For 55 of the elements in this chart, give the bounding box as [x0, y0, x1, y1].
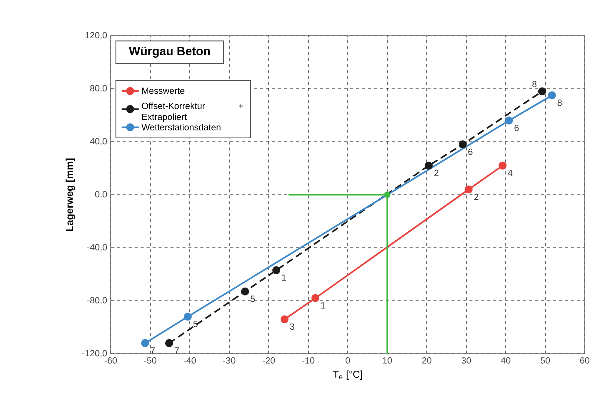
point — [538, 88, 546, 96]
x-tick-label: 0 — [346, 358, 350, 364]
annotation: 1 — [321, 302, 326, 309]
x-tick-label: 60 — [580, 358, 590, 364]
annotation: 7 — [151, 348, 156, 354]
point — [272, 266, 280, 275]
x-tick-label: -40 — [184, 358, 196, 364]
point — [548, 92, 556, 100]
x-tick-label: -60 — [104, 358, 118, 364]
annotation: 4 — [508, 170, 513, 176]
x-tick-label: 10 — [383, 358, 392, 364]
legend-label: Messwerte — [142, 88, 185, 94]
point — [424, 162, 433, 170]
y-tick-label: -40,0 — [87, 244, 108, 252]
annotation: 6 — [514, 124, 519, 132]
point — [498, 162, 507, 170]
annotation: 8 — [532, 81, 537, 88]
x-tick-label: 20 — [422, 358, 432, 364]
x-tick-label: 50 — [540, 358, 550, 364]
point — [464, 186, 473, 194]
annotation: 3 — [290, 324, 295, 330]
point — [384, 192, 391, 198]
x-tick-label: -50 — [144, 358, 157, 364]
point — [458, 140, 467, 149]
y-tick-label: 80,0 — [90, 85, 108, 93]
x-tick-label: 40 — [501, 358, 511, 364]
point — [505, 116, 514, 125]
y-tick-label: 0,0 — [95, 191, 108, 199]
x-tick-label: -20 — [262, 358, 276, 364]
y-tick-label: -80,0 — [87, 297, 108, 305]
annotation: 2 — [474, 194, 479, 200]
text: Würgau Beton — [129, 47, 210, 58]
point — [184, 312, 192, 321]
annotation: 2 — [434, 170, 439, 176]
annotation: 6 — [468, 148, 473, 156]
x-tick-label: -10 — [302, 358, 315, 364]
annotation: 7 — [175, 348, 180, 354]
annotation: 8 — [558, 100, 562, 106]
point — [241, 288, 250, 296]
legend-label: Wetterstationsdaten — [142, 124, 221, 131]
x-axis-title: T$_{e}$ [°C] — [333, 370, 362, 380]
annotation: 5 — [250, 296, 256, 302]
y-axis-title: Lagerweg [mm] — [66, 158, 76, 232]
y-tick-label: -120,0 — [82, 350, 108, 358]
y-tick-label: 120,0 — [86, 32, 108, 40]
annotation: 5 — [194, 321, 198, 328]
x-tick-label: -30 — [223, 358, 236, 364]
x-tick-label: 30 — [462, 358, 472, 364]
point — [141, 339, 150, 348]
point — [312, 294, 320, 302]
annotation: 1 — [282, 274, 286, 281]
legend-label: Offset-Korrektur + Extrapoliert — [142, 102, 244, 122]
point — [165, 339, 174, 348]
point — [280, 316, 289, 324]
y-tick-label: 40,0 — [90, 138, 108, 146]
